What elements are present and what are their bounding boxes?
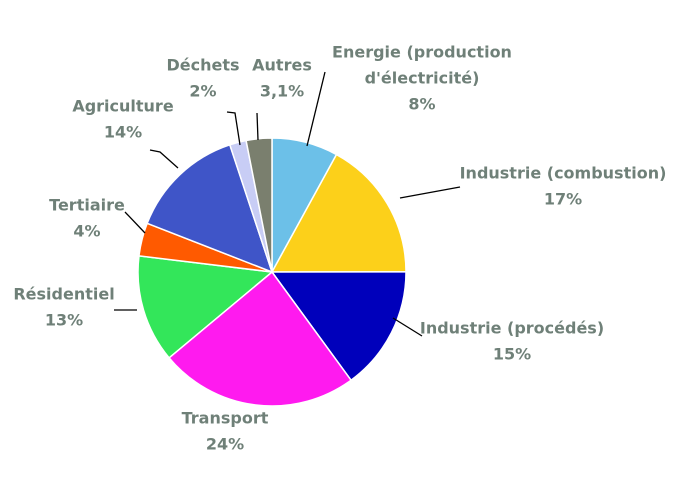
slice-label-transport-line-1: Transport — [182, 409, 269, 428]
slice-label-dechets-line-1: Déchets — [166, 56, 239, 75]
leader-line-energie-production-d-electricite — [306, 71, 326, 147]
leader-line-autres — [256, 112, 259, 141]
slice-label-industrie-procedes-line-1: Industrie (procédés) — [420, 319, 604, 338]
leader-line-dechets — [226, 111, 241, 146]
slice-agriculture — [146, 143, 274, 274]
leader-line-tertiaire — [124, 211, 146, 234]
slice-autres — [245, 137, 273, 273]
pct-label-residentiel: 13% — [45, 311, 83, 330]
slice-industrie-procedes — [270, 271, 407, 382]
slice-transport — [168, 270, 353, 407]
leader-line-industrie-combustion — [399, 186, 461, 199]
leader-line-agriculture — [149, 149, 179, 169]
pct-label-tertiaire: 4% — [73, 222, 100, 241]
pct-label-energie-production-d-electricite: 8% — [408, 95, 435, 114]
pct-label-industrie-procedes: 15% — [493, 345, 531, 364]
pct-label-dechets: 2% — [189, 82, 216, 101]
slice-labels: Energie (production d'électricité) 8% Indus… — [13, 43, 666, 454]
leader-line-industrie-procedes — [392, 317, 423, 337]
pct-label-transport: 24% — [206, 435, 244, 454]
pct-label-agriculture: 14% — [104, 123, 142, 142]
slice-label-agriculture-line-1: Agriculture — [72, 97, 174, 116]
leader-lines — [114, 71, 461, 337]
slice-industrie-combustion — [270, 153, 407, 273]
slice-label-residentiel-line-1: Résidentiel — [13, 285, 114, 304]
slice-label-energie-production-d-electricite-line-1: Energie (production — [332, 43, 512, 62]
slice-residentiel — [137, 255, 274, 359]
pct-label-industrie-combustion: 17% — [544, 190, 582, 209]
pie-slices — [137, 137, 407, 407]
slice-label-energie-production-d-electricite-line-2: d'électricité) — [365, 69, 480, 88]
pct-label-autres: 3,1% — [260, 82, 304, 101]
slice-label-tertiaire-line-1: Tertiaire — [49, 196, 125, 215]
slice-label-industrie-combustion-line-1: Industrie (combustion) — [460, 164, 667, 183]
slice-label-autres-line-1: Autres — [252, 56, 312, 75]
